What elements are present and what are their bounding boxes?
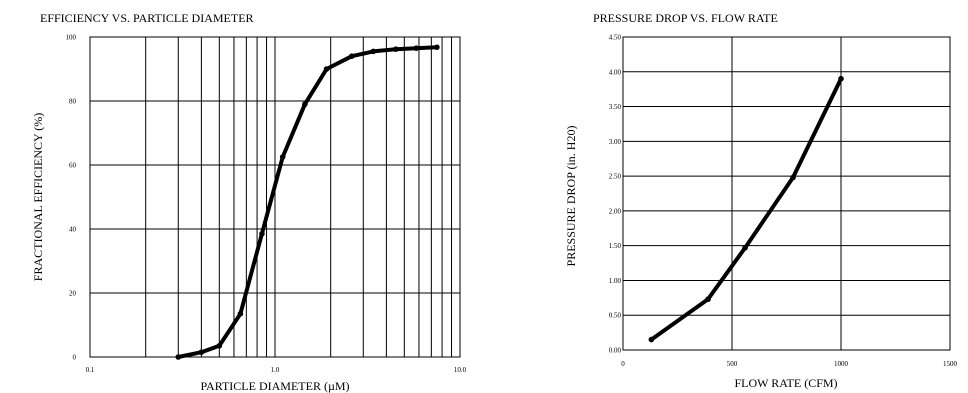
data-point (237, 311, 244, 317)
data-point (198, 349, 205, 356)
efficiency-line (176, 45, 439, 359)
y-tick-label: 3.50 (609, 103, 622, 111)
pressure-drop-tick-labels: 0.00 0.50 1.00 1.50 2.00 2.50 3.00 3.50 4.00 4.50… (609, 34, 958, 369)
y-tick-label: 2.50 (609, 173, 622, 181)
y-tick-label: 2.00 (609, 207, 622, 215)
x-tick-label: 1500 (943, 360, 958, 368)
y-tick-label: 4.50 (609, 34, 622, 42)
data-point (838, 75, 844, 82)
data-point (742, 244, 748, 251)
x-tick-label: 10.0 (454, 366, 467, 374)
y-tick-label: 100 (66, 34, 77, 42)
y-tick-label: 4.00 (609, 68, 622, 76)
chart-title-pressure-drop: PRESSURE DROP VS. FLOW RATE (593, 11, 778, 25)
data-point (370, 48, 377, 55)
data-point (348, 53, 355, 59)
y-tick-label: 80 (69, 98, 77, 106)
data-point (393, 46, 399, 52)
data-point (790, 174, 796, 181)
y-tick-label: 1.00 (609, 277, 622, 285)
x-tick-label: 500 (727, 360, 738, 368)
data-point (302, 101, 308, 107)
efficiency-x-axis-label: PARTICLE DIAMETER (µM) (200, 379, 349, 393)
data-point (259, 231, 265, 237)
pressure-drop-line (649, 76, 843, 342)
efficiency-y-axis-label: FRACTIONAL EFFICIENCY (%) (31, 113, 45, 281)
y-tick-label: 1.50 (609, 242, 622, 250)
y-tick-label: 0.00 (609, 347, 622, 355)
data-point (216, 343, 223, 349)
x-tick-label: 1.0 (271, 366, 280, 374)
y-tick-label: 0 (73, 354, 77, 362)
data-point (648, 336, 655, 343)
pressure-drop-grid (623, 37, 950, 350)
efficiency-chart: EFFICIENCY VS. PARTICLE DIAMETER 0 20 40 60… (31, 11, 467, 393)
efficiency-grid (90, 37, 460, 357)
data-point (413, 45, 420, 51)
x-tick-label: 0.1 (86, 366, 95, 374)
efficiency-series (175, 44, 440, 360)
data-point (175, 354, 182, 360)
chart-title-efficiency: EFFICIENCY VS. PARTICLE DIAMETER (40, 11, 254, 25)
pressure-drop-y-axis-label: PRESSURE DROP (in. H20) (564, 126, 578, 267)
pressure-drop-chart: PRESSURE DROP VS. FLOW RATE 0.00 0.50 1.00… (564, 11, 958, 390)
x-tick-label: 1000 (834, 360, 849, 368)
efficiency-plot-frame (89, 36, 461, 358)
pressure-drop-series (648, 75, 844, 343)
y-tick-label: 0.50 (609, 312, 622, 320)
y-tick-label: 60 (69, 162, 77, 170)
y-tick-label: 40 (69, 226, 77, 234)
pressure-drop-x-axis-label: FLOW RATE (CFM) (734, 376, 837, 390)
data-point (705, 296, 711, 303)
x-tick-label: 0 (621, 360, 625, 368)
y-tick-label: 3.00 (609, 138, 622, 146)
efficiency-tick-labels: 0 20 40 60 80 100 0.1 1.0 10.0 (66, 34, 467, 375)
data-point (434, 44, 440, 51)
y-tick-label: 20 (69, 290, 77, 298)
data-point (279, 154, 286, 160)
data-point (323, 66, 330, 72)
pressure-drop-plot-frame (622, 36, 951, 351)
